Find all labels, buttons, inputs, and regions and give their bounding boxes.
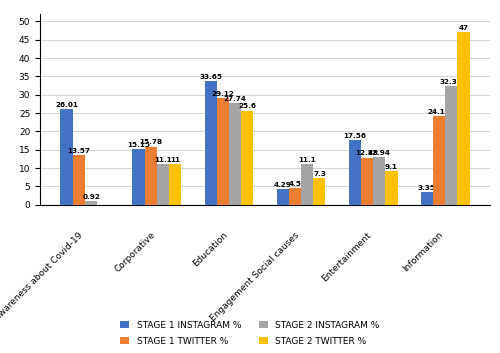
Bar <box>289 188 301 205</box>
Bar <box>458 32 469 205</box>
Bar <box>241 111 254 205</box>
Text: 4.5: 4.5 <box>288 181 302 187</box>
Text: 11.1: 11.1 <box>298 157 316 163</box>
Text: Engagement Social causes: Engagement Social causes <box>208 231 301 323</box>
Text: Entertainment: Entertainment <box>320 231 373 283</box>
Text: Corporative: Corporative <box>113 231 157 274</box>
Text: 12.94: 12.94 <box>368 150 390 156</box>
Text: Awareness about Covid-19: Awareness about Covid-19 <box>0 231 85 322</box>
Bar <box>361 157 373 205</box>
Bar <box>60 109 72 205</box>
Text: 9.1: 9.1 <box>385 164 398 170</box>
Text: 12.88: 12.88 <box>356 150 378 156</box>
Text: 11: 11 <box>170 157 180 163</box>
Bar <box>348 140 361 205</box>
Bar <box>144 147 157 205</box>
Text: 11.1: 11.1 <box>154 157 172 163</box>
Bar <box>314 178 326 205</box>
Bar <box>204 82 216 205</box>
Text: 32.36: 32.36 <box>440 79 462 85</box>
Text: Education: Education <box>190 231 229 269</box>
Bar <box>169 164 181 205</box>
Text: 3.35: 3.35 <box>418 185 436 191</box>
Text: 47: 47 <box>458 25 468 31</box>
Bar <box>373 157 386 205</box>
Text: 33.65: 33.65 <box>199 74 222 80</box>
Text: 4.29: 4.29 <box>274 181 291 187</box>
Text: 24.16: 24.16 <box>428 109 450 115</box>
Text: 29.12: 29.12 <box>212 90 234 96</box>
Bar <box>433 116 445 205</box>
Bar <box>132 149 144 205</box>
Bar <box>157 164 169 205</box>
Bar <box>276 189 289 205</box>
Text: 25.6: 25.6 <box>238 103 256 109</box>
Text: 13.57: 13.57 <box>68 148 90 154</box>
Legend: STAGE 1 INSTAGRAM %, STAGE 1 TWITTER %, STAGE 2 INSTAGRAM %, STAGE 2 TWITTER %: STAGE 1 INSTAGRAM %, STAGE 1 TWITTER %, … <box>118 318 382 348</box>
Text: 7.3: 7.3 <box>313 170 326 176</box>
Bar <box>386 172 398 205</box>
Bar <box>445 86 458 205</box>
Text: 0.92: 0.92 <box>82 194 100 200</box>
Bar <box>420 192 433 205</box>
Text: 26.01: 26.01 <box>55 102 78 108</box>
Bar <box>301 164 314 205</box>
Bar <box>72 155 85 205</box>
Bar <box>216 98 229 205</box>
Text: Information: Information <box>402 231 445 274</box>
Bar <box>85 201 97 205</box>
Text: 15.78: 15.78 <box>140 139 162 145</box>
Bar <box>229 103 241 205</box>
Text: 27.74: 27.74 <box>224 96 246 102</box>
Text: 17.56: 17.56 <box>343 133 366 139</box>
Text: 15.15: 15.15 <box>127 142 150 148</box>
